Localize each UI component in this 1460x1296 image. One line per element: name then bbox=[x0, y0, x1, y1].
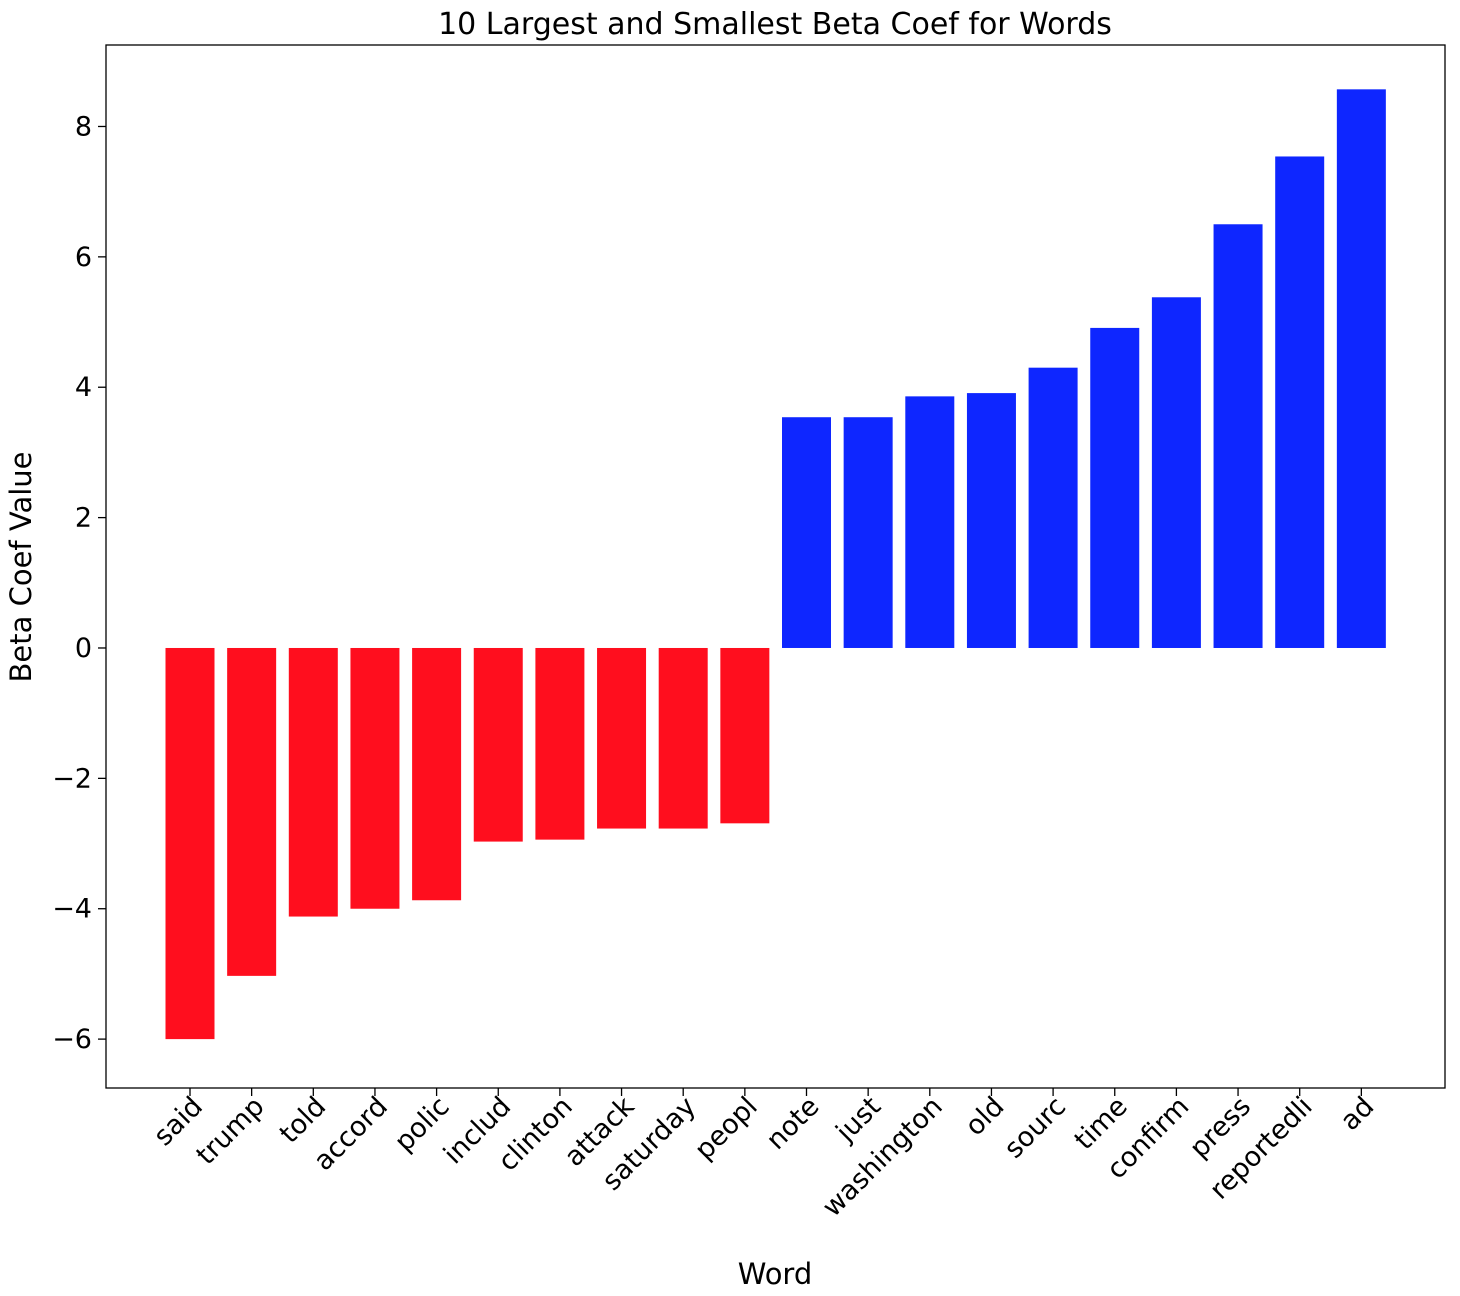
x-tick-label-trump: trump bbox=[191, 1091, 271, 1171]
y-tick-label: 6 bbox=[75, 242, 92, 273]
y-axis-label: Beta Coef Value bbox=[4, 452, 38, 683]
bar-press bbox=[1213, 224, 1263, 648]
bar-accord bbox=[350, 647, 400, 909]
bar-reportedli bbox=[1275, 156, 1325, 648]
bar-note bbox=[782, 417, 831, 648]
bar-peopl bbox=[720, 647, 770, 824]
chart-title: 10 Largest and Smallest Beta Coef for Wo… bbox=[438, 7, 1112, 42]
bar-sourc bbox=[1028, 367, 1078, 648]
y-tick-label: 8 bbox=[75, 111, 92, 142]
plot-frame bbox=[105, 44, 1446, 1089]
y-axis: −6 −4 −2 0 2 4 6 8 bbox=[52, 111, 106, 1055]
x-tick-label-ad: ad bbox=[1335, 1091, 1381, 1137]
bar-old bbox=[966, 393, 1016, 648]
x-tick-label-old: old bbox=[959, 1091, 1010, 1142]
y-tick-label: 4 bbox=[75, 372, 92, 403]
y-tick-label: 2 bbox=[75, 503, 92, 534]
bar-told bbox=[288, 647, 338, 917]
y-tick-label: −4 bbox=[52, 894, 92, 925]
bar-said bbox=[165, 647, 215, 1040]
bar-washington bbox=[905, 396, 955, 648]
y-tick-label: −6 bbox=[52, 1024, 92, 1055]
bar-attack bbox=[597, 647, 647, 829]
bar-clinton bbox=[535, 647, 585, 840]
bar-polic bbox=[412, 647, 462, 901]
bar-ad bbox=[1336, 89, 1386, 648]
bar-saturday bbox=[658, 647, 708, 829]
y-tick-label: 0 bbox=[75, 633, 92, 664]
x-tick-label-peopl: peopl bbox=[689, 1091, 764, 1166]
bar-time bbox=[1090, 327, 1140, 648]
x-axis-label: Word bbox=[738, 1257, 813, 1291]
bar-just bbox=[843, 417, 893, 648]
bar-confirm bbox=[1151, 297, 1201, 648]
y-tick-label: −2 bbox=[52, 763, 92, 794]
x-tick-label-sourc: sourc bbox=[998, 1091, 1072, 1165]
bars-layer bbox=[165, 89, 1386, 1040]
bar-trump bbox=[227, 647, 277, 976]
x-tick-label-note: note bbox=[761, 1091, 826, 1156]
bar-includ bbox=[473, 647, 523, 842]
